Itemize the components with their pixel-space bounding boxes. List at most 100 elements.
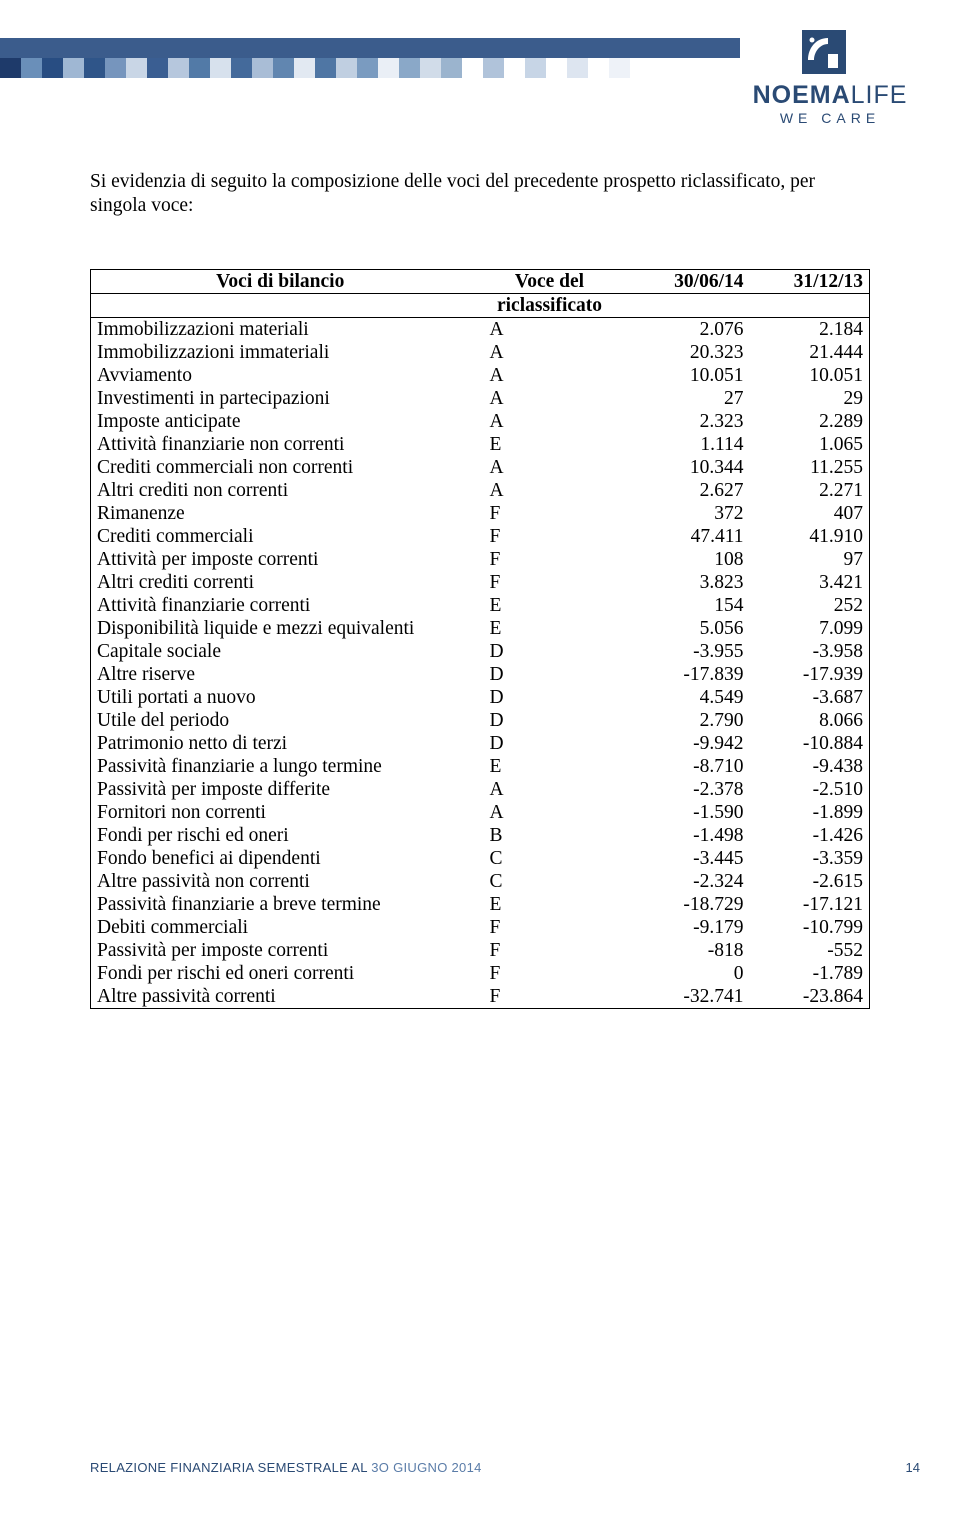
cell-val1: 2.076 (630, 317, 750, 341)
cell-val2: -2.510 (750, 778, 870, 801)
table-row: Debiti commercialiF-9.179-10.799 (91, 916, 870, 939)
cell-voce: E (470, 433, 630, 456)
mosaic-tile (252, 58, 273, 78)
cell-val2: -2.615 (750, 870, 870, 893)
table-row: Immobilizzazioni materialiA2.0762.184 (91, 317, 870, 341)
cell-label: Altre riserve (91, 663, 470, 686)
cell-voce: F (470, 962, 630, 985)
cell-val2: -23.864 (750, 985, 870, 1009)
cell-val1: 2.790 (630, 709, 750, 732)
cell-val1: -3.445 (630, 847, 750, 870)
cell-voce: D (470, 732, 630, 755)
cell-val1: 2.627 (630, 479, 750, 502)
cell-label: Altre passività correnti (91, 985, 470, 1009)
table-row: Passività per imposte correntiF-818-552 (91, 939, 870, 962)
balance-table: Voci di bilancio Voce del 30/06/14 31/12… (90, 269, 870, 1009)
cell-voce: C (470, 847, 630, 870)
mosaic-tile (483, 58, 504, 78)
cell-label: Fondi per rischi ed oneri (91, 824, 470, 847)
mosaic-tile (63, 58, 84, 78)
cell-val2: 2.184 (750, 317, 870, 341)
table-row: Passività finanziarie a breve termineE-1… (91, 893, 870, 916)
cell-label: Patrimonio netto di terzi (91, 732, 470, 755)
table-row: Immobilizzazioni immaterialiA20.32321.44… (91, 341, 870, 364)
cell-voce: E (470, 893, 630, 916)
table-row: Altri crediti correntiF3.8233.421 (91, 571, 870, 594)
cell-val1: 4.549 (630, 686, 750, 709)
mosaic-tile (336, 58, 357, 78)
cell-val2: 10.051 (750, 364, 870, 387)
table-row: Fondo benefici ai dipendentiC-3.445-3.35… (91, 847, 870, 870)
cell-label: Passività finanziarie a breve termine (91, 893, 470, 916)
cell-val1: 1.114 (630, 433, 750, 456)
cell-val1: 47.411 (630, 525, 750, 548)
table-row: Patrimonio netto di terziD-9.942-10.884 (91, 732, 870, 755)
cell-voce: F (470, 525, 630, 548)
cell-val1: 154 (630, 594, 750, 617)
cell-label: Disponibilità liquide e mezzi equivalent… (91, 617, 470, 640)
cell-val1: 27 (630, 387, 750, 410)
cell-label: Rimanenze (91, 502, 470, 525)
cell-val1: 372 (630, 502, 750, 525)
mosaic-tile (546, 58, 567, 78)
cell-voce: A (470, 317, 630, 341)
cell-val1: -18.729 (630, 893, 750, 916)
brand-name: NOEMALIFE (740, 81, 920, 110)
mosaic-tile (504, 58, 525, 78)
table-row: Attività per imposte correntiF10897 (91, 548, 870, 571)
table-row: Fondi per rischi ed oneri correntiF0-1.7… (91, 962, 870, 985)
cell-voce: A (470, 778, 630, 801)
cell-voce: A (470, 801, 630, 824)
cell-val1: 0 (630, 962, 750, 985)
col-header-voci: Voci di bilancio (91, 269, 470, 293)
intro-paragraph: Si evidenzia di seguito la composizione … (90, 170, 870, 219)
mosaic-tile (525, 58, 546, 78)
table-row: Crediti commercialiF47.41141.910 (91, 525, 870, 548)
cell-voce: F (470, 985, 630, 1009)
mosaic-tile (399, 58, 420, 78)
cell-val2: -17.939 (750, 663, 870, 686)
table-header: Voci di bilancio Voce del 30/06/14 31/12… (91, 269, 870, 317)
cell-voce: A (470, 341, 630, 364)
table-row: RimanenzeF372407 (91, 502, 870, 525)
cell-voce: F (470, 571, 630, 594)
table-row: AvviamentoA10.05110.051 (91, 364, 870, 387)
brand-tagline: WE CARE (740, 110, 920, 126)
table-row: Investimenti in partecipazioniA2729 (91, 387, 870, 410)
cell-val2: -10.884 (750, 732, 870, 755)
cell-val1: 108 (630, 548, 750, 571)
cell-voce: C (470, 870, 630, 893)
col-header-spacer (750, 293, 870, 317)
mosaic-tile (42, 58, 63, 78)
cell-val1: -1.590 (630, 801, 750, 824)
cell-val1: 10.051 (630, 364, 750, 387)
cell-label: Imposte anticipate (91, 410, 470, 433)
cell-val2: 21.444 (750, 341, 870, 364)
cell-voce: E (470, 617, 630, 640)
cell-val1: -3.955 (630, 640, 750, 663)
mosaic-tile (0, 58, 21, 78)
table-row: Disponibilità liquide e mezzi equivalent… (91, 617, 870, 640)
table-row: Altre riserveD-17.839-17.939 (91, 663, 870, 686)
cell-voce: D (470, 686, 630, 709)
cell-val2: 7.099 (750, 617, 870, 640)
cell-val2: -1.426 (750, 824, 870, 847)
mosaic-tile (609, 58, 630, 78)
col-header-date1: 30/06/14 (630, 269, 750, 293)
cell-voce: F (470, 916, 630, 939)
mosaic-tile (273, 58, 294, 78)
table-row: Attività finanziarie non correntiE1.1141… (91, 433, 870, 456)
table-row: Attività finanziarie correntiE154252 (91, 594, 870, 617)
cell-val1: 20.323 (630, 341, 750, 364)
mosaic-tile (168, 58, 189, 78)
mosaic-tile (294, 58, 315, 78)
cell-voce: F (470, 548, 630, 571)
col-header-date2: 31/12/13 (750, 269, 870, 293)
table-row: Crediti commerciali non correntiA10.3441… (91, 456, 870, 479)
cell-val2: 2.271 (750, 479, 870, 502)
cell-val2: -1.899 (750, 801, 870, 824)
cell-val2: 29 (750, 387, 870, 410)
mosaic-tile (567, 58, 588, 78)
footer-title-b: 3O GIUGNO 2014 (371, 1460, 481, 1475)
footer-title-a: RELAZIONE FINANZIARIA SEMESTRALE AL (90, 1460, 371, 1475)
